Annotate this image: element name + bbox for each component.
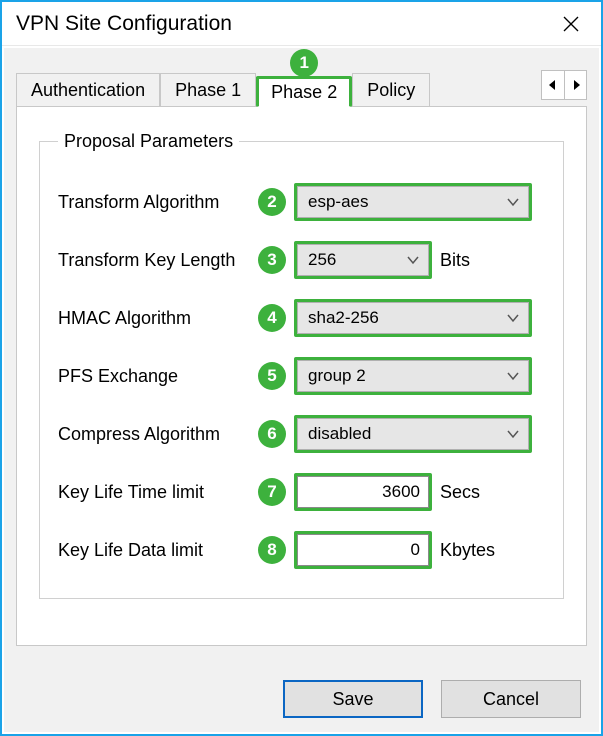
keylife-data-input[interactable]	[297, 534, 429, 566]
step-badge-8: 8	[258, 536, 286, 564]
label-keylife-time: Key Life Time limit	[58, 482, 258, 503]
triangle-right-icon	[572, 80, 580, 90]
close-icon	[563, 16, 579, 32]
row-transform-algo: Transform Algorithm 2 esp-aes	[58, 182, 545, 222]
step-badge-1: 1	[290, 49, 318, 77]
compress-algorithm-value: disabled	[308, 424, 371, 444]
tab-phase2-label: Phase 2	[271, 82, 337, 102]
dialog-buttons: Save Cancel	[283, 680, 581, 718]
tab-phase2[interactable]: Phase 2 1	[256, 76, 352, 107]
row-pfs: PFS Exchange 5 group 2	[58, 356, 545, 396]
tabstrip: Authentication Phase 1 Phase 2 1 Policy	[16, 66, 587, 106]
window: VPN Site Configuration Authentication Ph…	[0, 0, 603, 736]
keylife-time-input[interactable]	[297, 476, 429, 508]
compress-algorithm-select[interactable]: disabled	[297, 418, 529, 450]
pfs-exchange-select[interactable]: group 2	[297, 360, 529, 392]
tab-policy[interactable]: Policy	[352, 73, 430, 107]
hmac-algorithm-select[interactable]: sha2-256	[297, 302, 529, 334]
unit-kbytes: Kbytes	[440, 540, 500, 561]
step-badge-3: 3	[258, 246, 286, 274]
row-keylife-data: Key Life Data limit 8 Kbytes	[58, 530, 545, 570]
transform-algorithm-value: esp-aes	[308, 192, 368, 212]
transform-keylength-value: 256	[308, 250, 336, 270]
tab-scroll-left[interactable]	[542, 71, 564, 99]
label-pfs: PFS Exchange	[58, 366, 258, 387]
step-badge-7: 7	[258, 478, 286, 506]
dialog-body: Authentication Phase 1 Phase 2 1 Policy …	[4, 48, 599, 732]
transform-keylength-select[interactable]: 256	[297, 244, 429, 276]
tab-authentication[interactable]: Authentication	[16, 73, 160, 107]
label-transform-keylen: Transform Key Length	[58, 250, 258, 271]
row-keylife-time: Key Life Time limit 7 Secs	[58, 472, 545, 512]
hmac-algorithm-value: sha2-256	[308, 308, 379, 328]
titlebar: VPN Site Configuration	[2, 2, 601, 46]
transform-algorithm-select[interactable]: esp-aes	[297, 186, 529, 218]
unit-bits: Bits	[440, 250, 500, 271]
chevron-down-icon	[506, 369, 520, 383]
tab-scroll	[541, 70, 587, 100]
triangle-left-icon	[549, 80, 557, 90]
chevron-down-icon	[506, 195, 520, 209]
label-compress: Compress Algorithm	[58, 424, 258, 445]
row-transform-keylen: Transform Key Length 3 256 Bits	[58, 240, 545, 280]
tab-phase1[interactable]: Phase 1	[160, 73, 256, 107]
window-title: VPN Site Configuration	[16, 12, 551, 36]
unit-secs: Secs	[440, 482, 500, 503]
row-hmac: HMAC Algorithm 4 sha2-256	[58, 298, 545, 338]
chevron-down-icon	[506, 427, 520, 441]
proposal-parameters-group: Proposal Parameters Transform Algorithm …	[39, 131, 564, 599]
label-hmac: HMAC Algorithm	[58, 308, 258, 329]
row-compress: Compress Algorithm 6 disabled	[58, 414, 545, 454]
label-transform-algo: Transform Algorithm	[58, 192, 258, 213]
tab-scroll-right[interactable]	[564, 71, 586, 99]
chevron-down-icon	[406, 253, 420, 267]
label-keylife-data: Key Life Data limit	[58, 540, 258, 561]
tab-panel-phase2: Proposal Parameters Transform Algorithm …	[16, 106, 587, 646]
close-button[interactable]	[551, 4, 591, 44]
save-button[interactable]: Save	[283, 680, 423, 718]
group-legend: Proposal Parameters	[58, 131, 239, 152]
step-badge-2: 2	[258, 188, 286, 216]
chevron-down-icon	[506, 311, 520, 325]
step-badge-6: 6	[258, 420, 286, 448]
cancel-button[interactable]: Cancel	[441, 680, 581, 718]
step-badge-5: 5	[258, 362, 286, 390]
pfs-exchange-value: group 2	[308, 366, 366, 386]
step-badge-4: 4	[258, 304, 286, 332]
